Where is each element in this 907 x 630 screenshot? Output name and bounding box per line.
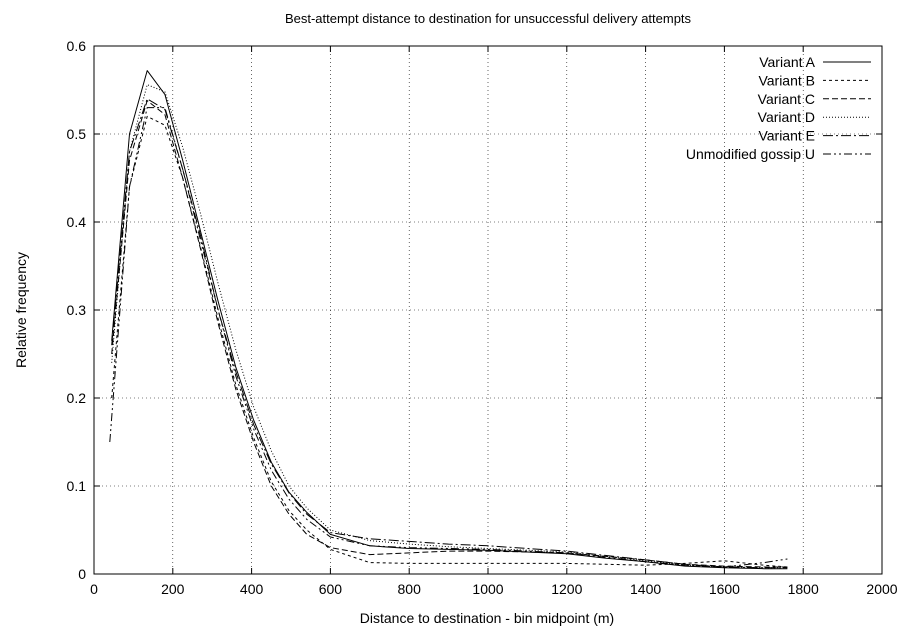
x-tick-label: 0 [90, 581, 98, 597]
x-tick-label: 200 [161, 581, 185, 597]
x-tick-label: 800 [398, 581, 422, 597]
plot-frame [93, 45, 883, 575]
legend-label: Variant C [758, 91, 815, 107]
x-tick-label: 1400 [630, 581, 661, 597]
x-axis-label: Distance to destination - bin midpoint (… [360, 610, 614, 626]
y-tick-label: 0.4 [67, 214, 87, 230]
y-tick-label: 0.3 [67, 302, 87, 318]
legend-label: Variant D [758, 109, 815, 125]
series-line [111, 115, 788, 568]
x-tick-label: 600 [319, 581, 343, 597]
series-line [109, 107, 788, 568]
grid [94, 46, 882, 574]
series-line [111, 98, 788, 569]
legend-label: Variant B [758, 72, 815, 88]
x-tick-label: 2000 [866, 581, 897, 597]
chart-title: Best-attempt distance to destination for… [285, 11, 692, 26]
legend: Variant A Variant B Variant C Variant D Vari… [686, 54, 871, 162]
x-tick-label: 1800 [788, 581, 819, 597]
legend-label: Variant A [759, 54, 815, 70]
y-tick-label: 0 [78, 566, 86, 582]
series-line [111, 84, 788, 569]
y-tick-label: 0.6 [67, 38, 87, 54]
y-tick-label: 0.1 [67, 478, 87, 494]
series-lines [109, 70, 788, 570]
x-tick-label: 400 [240, 581, 264, 597]
y-tick-label: 0.5 [67, 126, 87, 142]
legend-label: Variant E [758, 128, 815, 144]
series-line [111, 100, 788, 568]
x-tick-label: 1600 [709, 581, 740, 597]
y-axis-label: Relative frequency [13, 252, 29, 368]
x-tick-label: 1000 [472, 581, 503, 597]
x-tick-label: 1200 [551, 581, 582, 597]
axis-ticks: 0 200 400 600 800 1000 1200 1400 1600 1800 2000 0 0.… [67, 38, 898, 597]
legend-label: Unmodified gossip U [686, 146, 815, 162]
y-tick-label: 0.2 [67, 390, 87, 406]
